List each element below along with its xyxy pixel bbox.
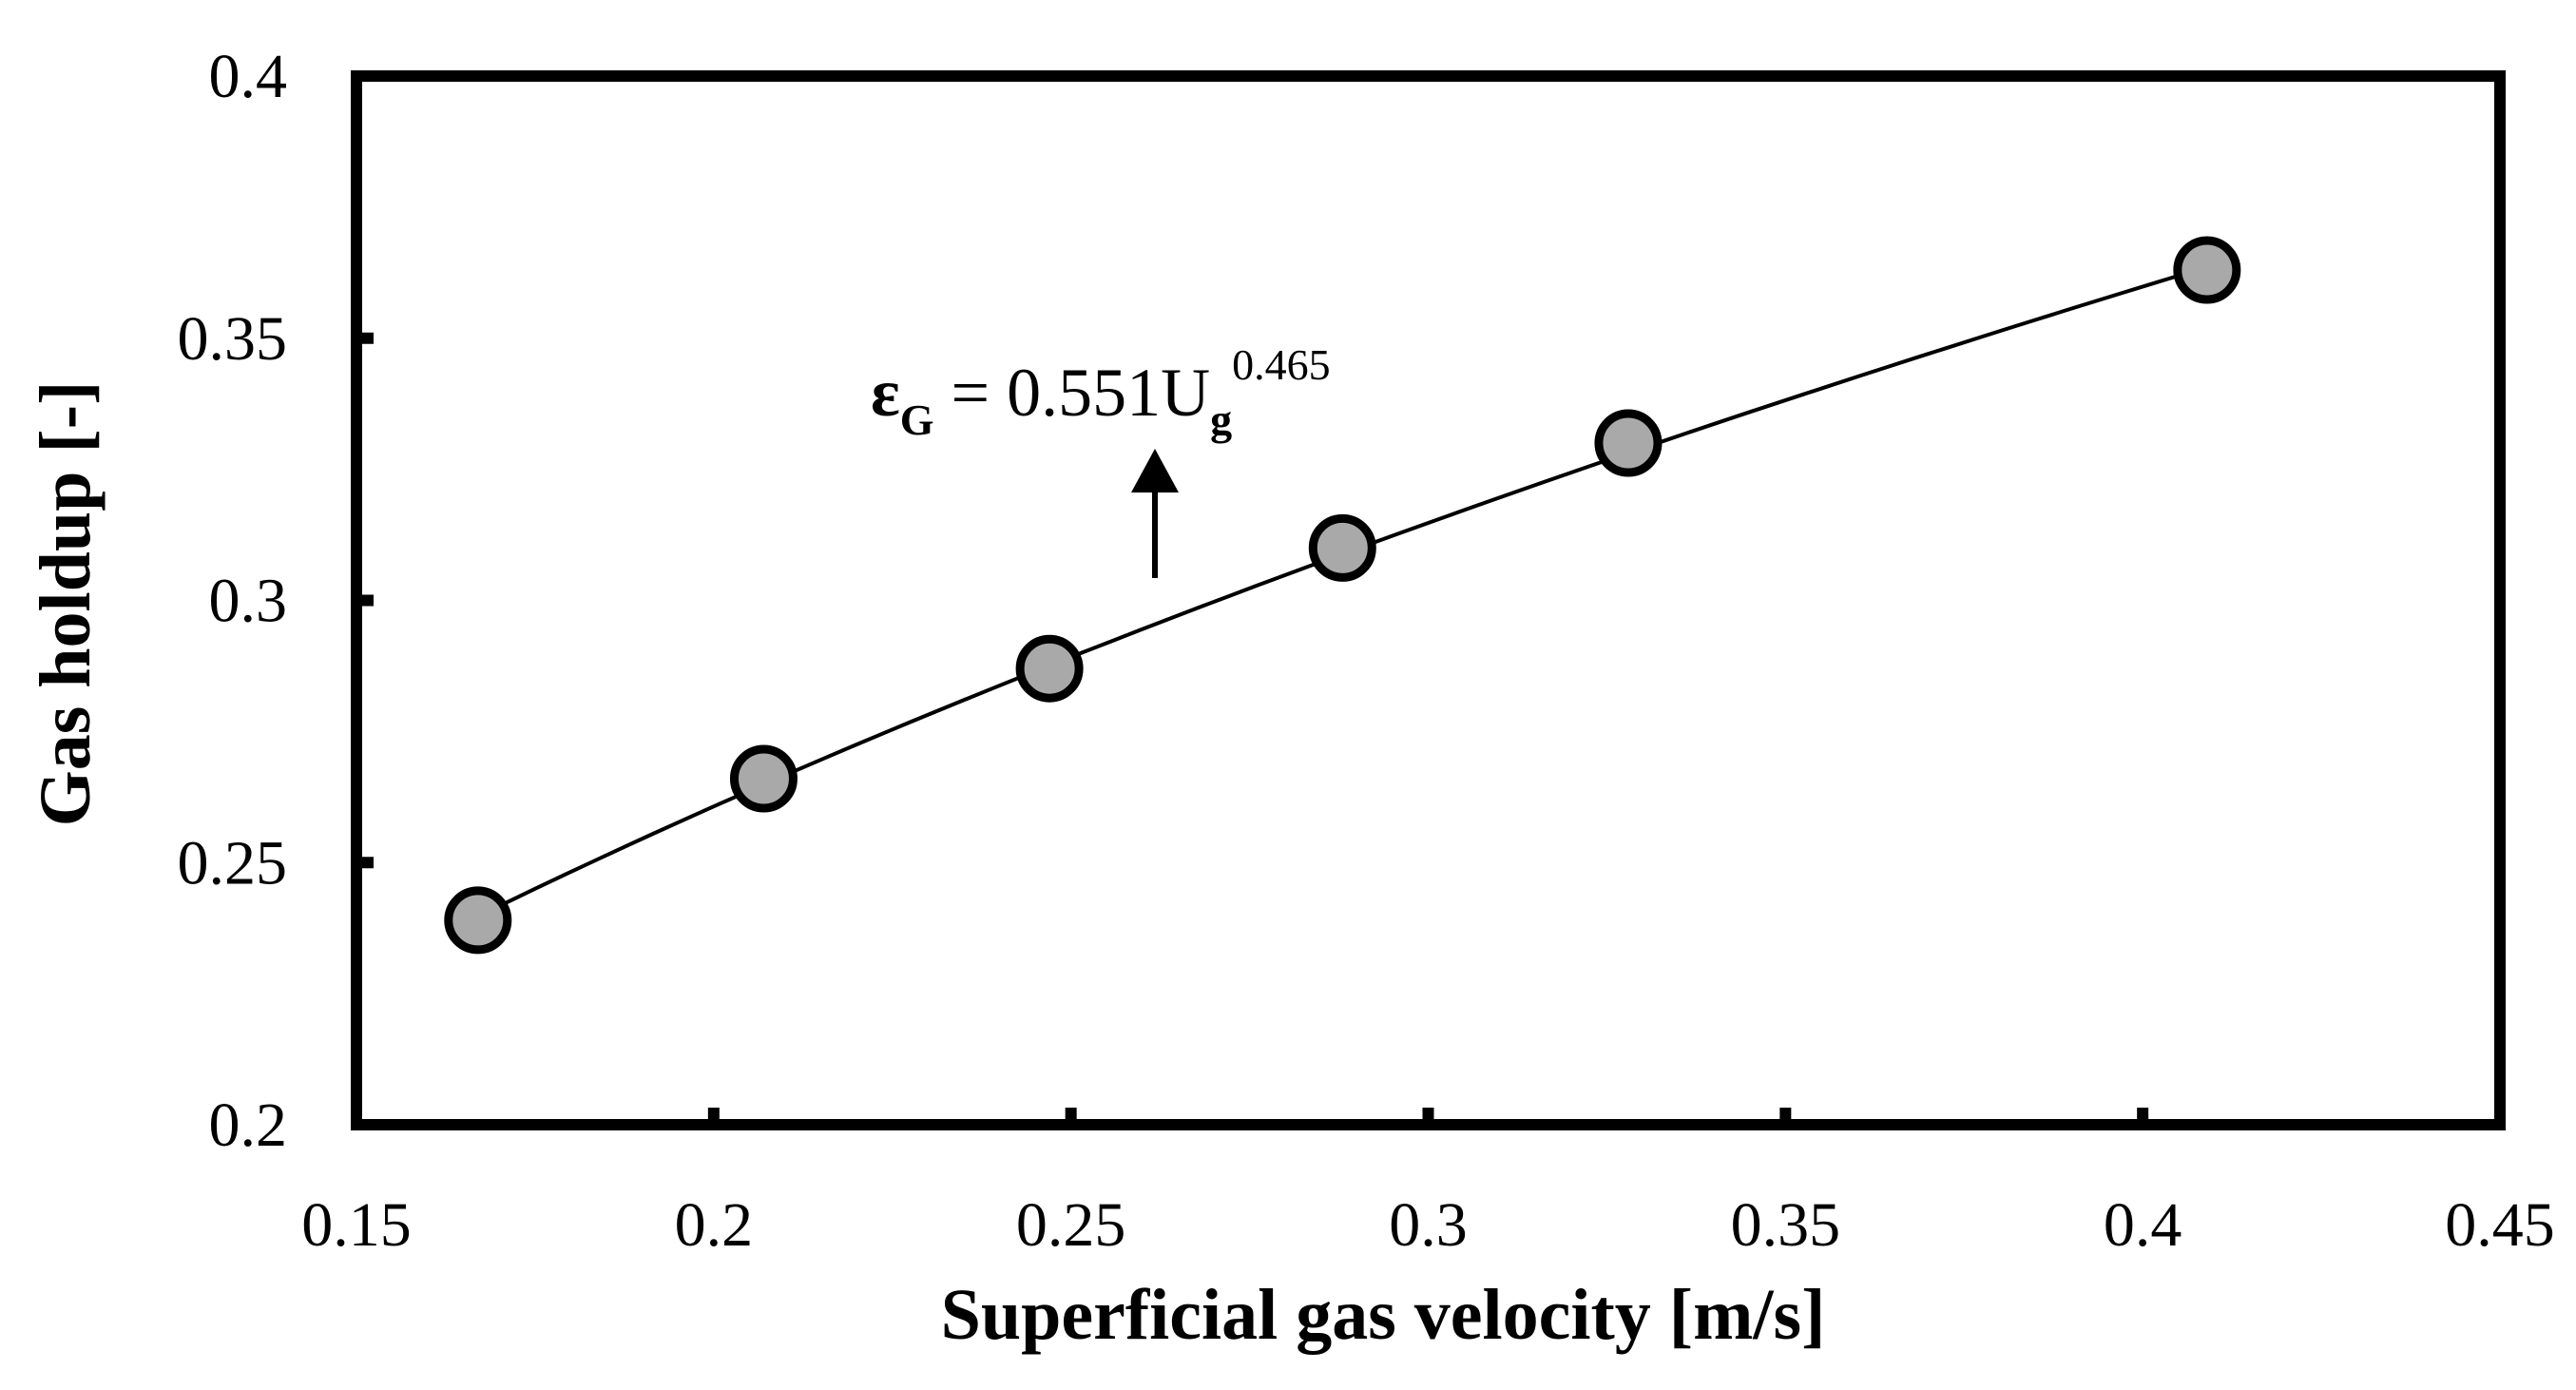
equation-epsilon-subscript: G [900, 396, 934, 444]
data-point [1308, 513, 1376, 582]
y-tick-label: 0.3 [209, 567, 288, 636]
data-points-layer [444, 236, 2241, 955]
equation-epsilon: ε [871, 355, 900, 431]
x-tick-label: 0.3 [1389, 1190, 1468, 1260]
fit-curve [476, 264, 2208, 918]
y-tick-label: 0.35 [178, 304, 288, 374]
plot-frame [351, 70, 2506, 1130]
x-tick-label: 0.15 [301, 1190, 412, 1260]
y-tick-label: 0.2 [209, 1091, 288, 1160]
fit-curve-layer [476, 264, 2208, 918]
x-tick-label: 0.45 [2445, 1190, 2555, 1260]
equation-exponent: 0.465 [1232, 340, 1331, 389]
axis-ticks-layer: 0.15 0.2 0.25 0.3 0.35 0.4 0.450.20.250.30.350… [178, 42, 2555, 1260]
x-tick-label: 0.4 [2104, 1190, 2182, 1260]
data-point [2173, 236, 2241, 304]
y-axis-title: Gas holdup [-] [26, 381, 106, 827]
annotation-arrow-head [1131, 449, 1179, 492]
data-point [729, 744, 798, 813]
fit-equation: εG = 0.551Ug0.465 [871, 340, 1331, 444]
y-tick-label: 0.25 [178, 828, 288, 898]
x-tick-label: 0.25 [1016, 1190, 1126, 1260]
equation-ug-subscript: g [1210, 396, 1232, 444]
y-tick-label: 0.4 [209, 42, 288, 111]
equation-body: = 0.551U [934, 355, 1211, 431]
data-point [444, 886, 512, 955]
data-point [1594, 409, 1663, 477]
x-tick-label: 0.2 [675, 1190, 754, 1260]
x-tick-label: 0.35 [1731, 1190, 1841, 1260]
data-point [1015, 634, 1084, 703]
x-axis-title: Superficial gas velocity [m/s] [941, 1275, 1826, 1355]
